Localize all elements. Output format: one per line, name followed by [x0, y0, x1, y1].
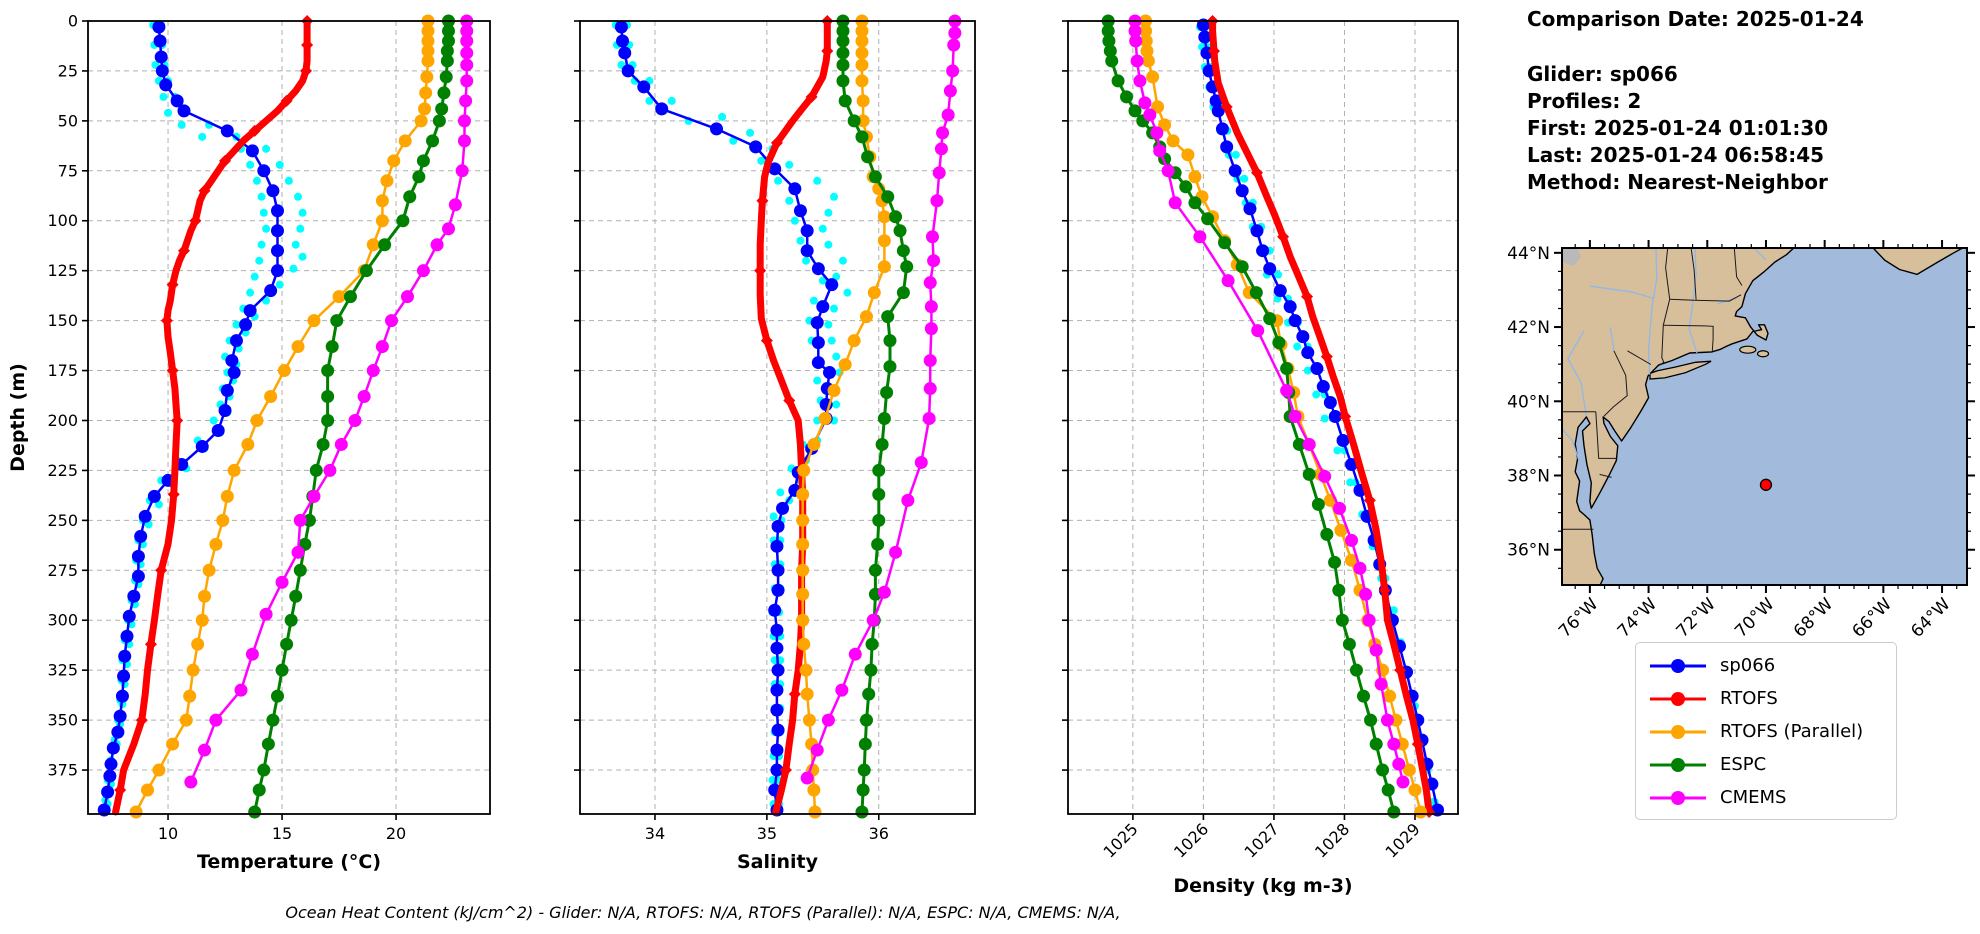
series-rtofs — [1206, 15, 1436, 819]
map-lon-label: 66°W — [1849, 594, 1896, 641]
depth-ticks: 0 25 50 75 100 125 150 175 200 225 250 275 300 325 350… — [47, 12, 88, 780]
legend-item-cmems: CMEMS — [1646, 781, 1896, 814]
x-tick-label: 34 — [645, 824, 665, 843]
profile-charts: 0 25 50 75 100 125 150 175 200 225 250 275 300 325 350… — [7, 12, 1459, 897]
depth-tick-label: 150 — [47, 311, 78, 330]
series-cmems — [800, 14, 962, 785]
series-espc — [836, 14, 914, 819]
x-tick-label: 1029 — [1382, 819, 1424, 861]
location-map: 44°N 42°N 40°N 38°N 36°N 76°W 74°W 72°W 70°W 68°W… — [1507, 240, 1975, 642]
grid — [580, 20, 975, 814]
first-timestamp: First: 2025-01-24 01:01:30 — [1527, 116, 1829, 140]
series-cmems — [1128, 14, 1410, 789]
series-rtofs — [112, 15, 314, 816]
series-sp066 — [1196, 18, 1445, 817]
map-ticks — [1554, 240, 1975, 593]
legend-label: RTOFS (Parallel) — [1720, 721, 1864, 742]
series-sp066 — [614, 20, 839, 817]
legend-label: ESPC — [1720, 754, 1767, 775]
depth-tick-label: 200 — [47, 411, 78, 430]
map-lat-label: 36°N — [1507, 541, 1550, 561]
x-axis-label: Temperature (°C) — [197, 851, 381, 873]
y-axis-label: Depth (m) — [7, 363, 29, 472]
depth-tick-label: 250 — [47, 511, 78, 530]
map-lat-label: 42°N — [1507, 318, 1550, 338]
x-tick-label: 10 — [158, 824, 178, 843]
x-tick-label: 20 — [386, 824, 406, 843]
grid — [1068, 20, 1458, 814]
depth-tick-label: 75 — [58, 161, 78, 180]
legend-item-rtofs-parallel-: RTOFS (Parallel) — [1646, 715, 1896, 748]
glider-position-marker — [1759, 478, 1773, 491]
depth-tick-label: 125 — [47, 261, 78, 280]
legend-item-sp066: sp066 — [1646, 649, 1896, 682]
chart-0: 0 25 50 75 100 125 150 175 200 225 250 275 300 325 350… — [7, 12, 491, 873]
depth-tick-label: 100 — [47, 211, 78, 230]
depth-tick-label: 325 — [47, 661, 78, 680]
depth-tick-label: 25 — [58, 61, 78, 80]
depth-tick-label: 50 — [58, 111, 78, 130]
depth-ticks — [574, 20, 580, 771]
legend-label: CMEMS — [1720, 787, 1787, 808]
legend: sp066 RTOFS RTOFS (Parallel) ESPC CMEMS — [1635, 642, 1897, 820]
series-espc — [1101, 14, 1401, 819]
legend-item-rtofs: RTOFS — [1646, 682, 1896, 715]
legend-line-marker — [1650, 757, 1706, 772]
ohc-footer: Ocean Heat Content (kJ/cm^2) - Glider: N… — [285, 903, 1121, 922]
depth-tick-label: 300 — [47, 611, 78, 630]
depth-tick-label: 375 — [47, 761, 78, 780]
method: Method: Nearest-Neighbor — [1527, 170, 1828, 194]
x-ticks: 1025 1026 1027 1028 1029 — [1099, 814, 1424, 862]
map-lat-label: 38°N — [1507, 467, 1550, 487]
depth-tick-label: 175 — [47, 361, 78, 380]
series-rtofs-parallel- — [796, 14, 891, 819]
comparison-info-block: Comparison Date: 2025-01-24 Glider: sp06… — [1527, 6, 1967, 196]
depth-tick-label: 0 — [68, 12, 78, 31]
x-tick-label: 1026 — [1170, 819, 1212, 861]
x-tick-label: 36 — [869, 824, 889, 843]
x-tick-label: 35 — [757, 824, 777, 843]
legend-line-marker — [1650, 691, 1706, 706]
x-tick-label: 1025 — [1099, 819, 1141, 861]
x-tick-label: 15 — [272, 824, 292, 843]
profile-count: Profiles: 2 — [1527, 89, 1642, 113]
comparison-date: Comparison Date: 2025-01-24 — [1527, 7, 1864, 31]
x-ticks: 10 15 20 — [158, 814, 406, 843]
legend-label: sp066 — [1720, 655, 1776, 676]
map-lon-label: 74°W — [1614, 594, 1661, 641]
map-lon-label: 70°W — [1731, 594, 1778, 641]
land — [1562, 248, 1963, 585]
map-lon-label: 76°W — [1555, 594, 1602, 641]
x-axis-label: Salinity — [737, 851, 819, 873]
map-lat-label: 40°N — [1507, 392, 1550, 412]
legend-line-marker — [1650, 790, 1706, 805]
series-cmems — [184, 14, 474, 789]
x-tick-label: 1028 — [1311, 819, 1353, 861]
depth-tick-label: 225 — [47, 461, 78, 480]
depth-tick-label: 350 — [47, 711, 78, 730]
legend-line-marker — [1650, 724, 1706, 739]
glider-id: Glider: sp066 — [1527, 62, 1678, 86]
depth-ticks — [1062, 20, 1068, 771]
x-axis-label: Density (kg m-3) — [1173, 875, 1352, 897]
series-sp066-profile-1 — [1195, 22, 1437, 807]
chart-2: 1025 1026 1027 1028 1029 Density (kg m-3) — [1062, 14, 1459, 897]
map-lon-label: 64°W — [1907, 594, 1954, 641]
legend-item-espc: ESPC — [1646, 748, 1896, 781]
x-ticks: 34 35 36 — [645, 814, 889, 843]
map-lon-label: 68°W — [1790, 594, 1837, 641]
last-timestamp: Last: 2025-01-24 06:58:45 — [1527, 143, 1825, 167]
legend-line-marker — [1650, 658, 1706, 673]
map-lat-label: 44°N — [1507, 244, 1550, 264]
map-lon-label: 72°W — [1672, 594, 1719, 641]
x-tick-label: 1027 — [1241, 819, 1283, 861]
chart-1: 34 35 36 Salinity — [574, 14, 976, 873]
depth-tick-label: 275 — [47, 561, 78, 580]
legend-label: RTOFS — [1720, 688, 1778, 709]
